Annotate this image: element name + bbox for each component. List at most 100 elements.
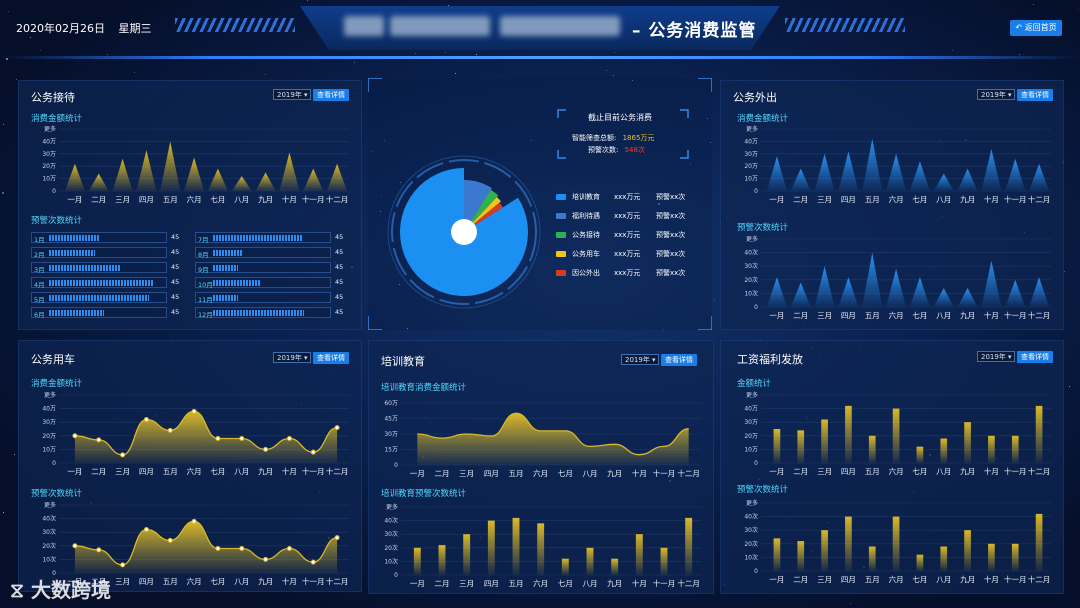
data-point — [263, 556, 269, 562]
x-tick-label: 三月 — [459, 579, 474, 588]
legend-item: 公务用车 xxx万元 预警xx次 — [556, 249, 706, 261]
y-tick-label: 更多 — [386, 503, 398, 511]
x-tick-label: 十二月 — [1028, 574, 1051, 584]
y-tick-label: 30次 — [384, 530, 398, 538]
x-tick-label: 二月 — [793, 575, 808, 584]
star — [447, 5, 449, 7]
y-tick-label: 10次 — [744, 553, 758, 561]
star — [40, 49, 42, 51]
spike-mark — [1029, 163, 1050, 191]
alert-month-label: 12月 — [198, 311, 213, 319]
star — [380, 195, 382, 197]
star — [690, 162, 692, 164]
x-tick-label: 四月 — [139, 577, 154, 586]
trip-alert-chart: 更多 40次 30次 20次 10次 0 一月 二月 三月 四月 五月 六月 七月 八月 九月 十月 十一月 十二… — [744, 235, 1051, 320]
year-value: 2019年 — [277, 354, 302, 362]
star — [8, 11, 10, 13]
legend-swatch — [556, 213, 566, 219]
y-tick-label: 40万 — [42, 138, 56, 145]
x-tick-label: 九月 — [960, 311, 975, 320]
x-tick-label: 三月 — [817, 195, 832, 204]
x-tick-label: 四月 — [139, 195, 154, 204]
car-alert-chart: 更多 40次 30次 20次 10次 0 一月 二月 三月 四月 五月 六月 七月 八月 九月 十月 十一月 十二… — [42, 501, 349, 586]
star — [1032, 4, 1034, 6]
star — [384, 140, 386, 142]
bar-mark — [892, 408, 900, 463]
bar-mark — [773, 429, 781, 463]
alert-bar-track: 4月 — [31, 277, 167, 289]
alert-value: 45 — [335, 233, 344, 241]
data-point — [72, 543, 78, 549]
year-select[interactable]: 2019年 ▾ — [621, 354, 659, 365]
x-tick-label: 八月 — [234, 195, 249, 204]
x-tick-label: 一月 — [769, 311, 784, 320]
star — [354, 61, 356, 63]
bar-mark — [964, 530, 971, 571]
y-tick-label: 40次 — [744, 249, 758, 257]
alert-value: 45 — [335, 278, 344, 286]
data-point — [167, 537, 173, 543]
consumption-pie-chart — [387, 155, 541, 309]
alert-month-label: 3月 — [34, 266, 45, 274]
alert-row-item: 10月 45 — [195, 277, 355, 289]
x-tick-label: 十月 — [984, 194, 999, 204]
alert-value: 45 — [335, 293, 344, 301]
year-select[interactable]: 2019年 ▾ — [977, 89, 1015, 100]
x-tick-label: 五月 — [163, 195, 178, 204]
x-tick-label: 七月 — [210, 195, 225, 204]
watermark-logo: ⧖ 大数跨境 — [10, 578, 112, 602]
star — [850, 602, 852, 604]
x-tick-label: 七月 — [912, 467, 927, 476]
salary-amount-chart: 更多 40万 30万 20万 10万 0 一月 二月 三月 四月 五月 六月 七月 八月 九月 十月 十一月 十二… — [744, 391, 1051, 476]
view-detail-button[interactable]: 查看详情 — [313, 352, 349, 364]
amount-subtitle: 消费金额统计 — [737, 114, 789, 124]
alert-bar-fill — [49, 265, 120, 271]
data-point — [263, 446, 269, 452]
alert-month-label: 4月 — [34, 281, 45, 289]
bar-mark — [892, 516, 900, 571]
view-detail-button[interactable]: 查看详情 — [661, 354, 697, 366]
x-tick-label: 八月 — [936, 195, 951, 204]
amount-subtitle: 金额统计 — [737, 379, 772, 389]
star — [29, 36, 31, 38]
alert-bar-track: 7月 — [195, 232, 331, 244]
star — [951, 50, 953, 52]
alert-month-label: 10月 — [198, 281, 213, 289]
alert-bar-fill — [49, 250, 95, 256]
star — [605, 70, 607, 72]
data-point — [215, 546, 221, 552]
bar-mark — [561, 558, 569, 575]
x-tick-label: 二月 — [91, 577, 106, 586]
x-tick-label: 一月 — [67, 195, 82, 204]
y-tick-label: 更多 — [746, 125, 758, 133]
alert-subtitle: 预警次数统计 — [737, 485, 789, 495]
x-tick-label: 十月 — [282, 194, 297, 204]
view-detail-button[interactable]: 查看详情 — [313, 89, 349, 101]
star — [663, 328, 665, 330]
bar-mark — [868, 435, 876, 463]
x-tick-label: 十月 — [984, 466, 999, 476]
year-select[interactable]: 2019年 ▾ — [273, 352, 311, 363]
x-tick-label: 七月 — [210, 467, 225, 476]
header-stripes-right — [785, 18, 905, 32]
back-home-button[interactable]: ↶ 返回首页 — [1010, 20, 1062, 36]
alert-row-item: 7月 45 — [195, 232, 355, 244]
series-line — [74, 520, 338, 566]
legend-name: 培训教育 — [572, 193, 600, 201]
alert-bar-track: 10月 — [195, 277, 331, 289]
view-detail-button[interactable]: 查看详情 — [1017, 351, 1053, 363]
year-select[interactable]: 2019年 ▾ — [273, 89, 311, 100]
alert-bar-track: 11月 — [195, 292, 331, 304]
spike-mark — [766, 156, 787, 191]
star — [632, 80, 634, 82]
y-tick-label: 10万 — [744, 176, 758, 183]
training-alert-chart: 更多 40次 30次 20次 10次 0 一月 二月 三月 四月 五月 六月 七月 八月 九月 十月 十一月 十二… — [384, 503, 701, 588]
year-select[interactable]: 2019年 ▾ — [977, 351, 1015, 362]
legend-alert: 预警xx次 — [656, 231, 686, 239]
pie-slice — [464, 180, 492, 232]
x-tick-label: 一月 — [769, 467, 784, 476]
blurred-title-part — [390, 16, 490, 36]
x-tick-label: 三月 — [817, 467, 832, 476]
view-detail-button[interactable]: 查看详情 — [1017, 89, 1053, 101]
alert-month-label: 8月 — [198, 251, 209, 259]
